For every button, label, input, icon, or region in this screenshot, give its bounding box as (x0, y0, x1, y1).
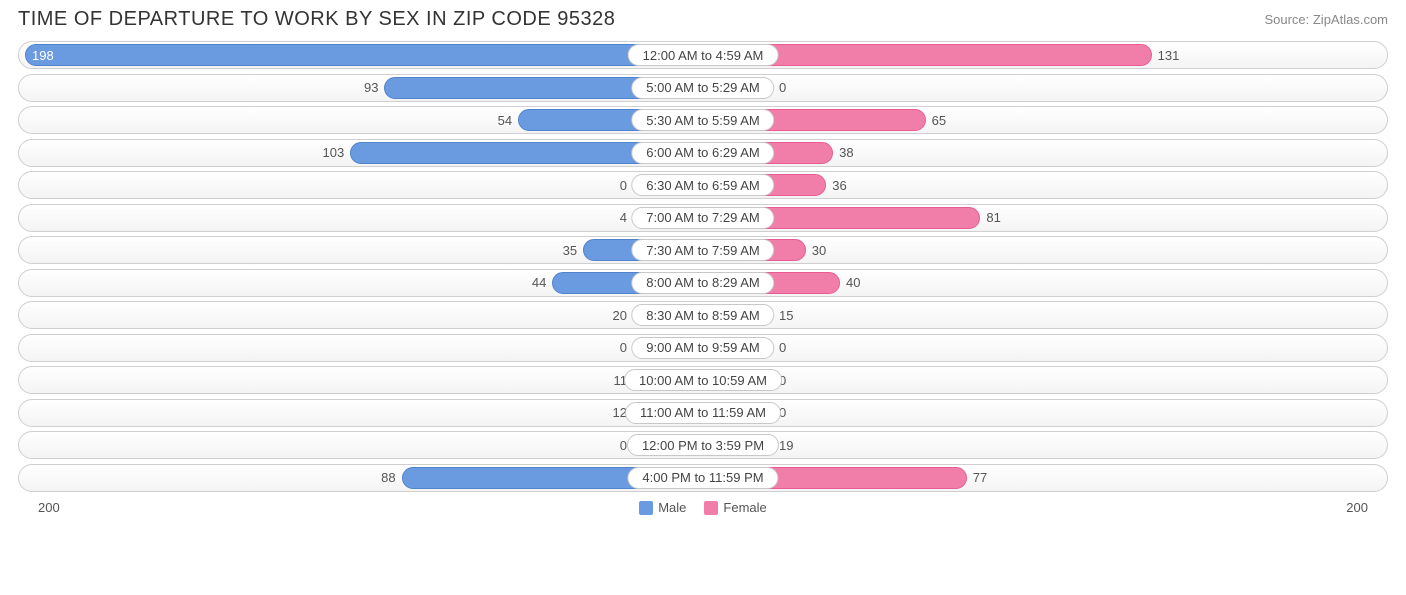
row-left-half: 20 (12, 301, 703, 329)
row-left-half: 88 (12, 464, 703, 492)
value-label-male: 198 (22, 41, 64, 69)
row-right-half: 81 (703, 204, 1394, 232)
row-right-half: 0 (703, 399, 1394, 427)
category-label: 5:00 AM to 5:29 AM (631, 77, 774, 99)
legend-item-male: Male (639, 500, 686, 515)
row-left-half: 35 (12, 236, 703, 264)
category-label: 12:00 PM to 3:59 PM (627, 434, 779, 456)
chart-row: 88 77 4:00 PM to 11:59 PM (12, 464, 1394, 492)
row-right-half: 65 (703, 106, 1394, 134)
value-label-male: 0 (583, 431, 633, 459)
value-label-female: 65 (926, 106, 976, 134)
value-label-female: 81 (980, 204, 1030, 232)
row-left-half: 93 (12, 74, 703, 102)
category-label: 8:30 AM to 8:59 AM (631, 304, 774, 326)
category-label: 8:00 AM to 8:29 AM (631, 272, 774, 294)
chart-row: 35 30 7:30 AM to 7:59 AM (12, 236, 1394, 264)
row-right-half: 77 (703, 464, 1394, 492)
chart-row: 4 81 7:00 AM to 7:29 AM (12, 204, 1394, 232)
category-label: 9:00 AM to 9:59 AM (631, 337, 774, 359)
value-label-male: 20 (583, 301, 633, 329)
value-label-female: 38 (833, 139, 883, 167)
row-left-half: 54 (12, 106, 703, 134)
chart-row: 103 38 6:00 AM to 6:29 AM (12, 139, 1394, 167)
row-left-half: 103 (12, 139, 703, 167)
value-label-female: 30 (806, 236, 856, 264)
row-right-half: 131 (703, 41, 1394, 69)
row-right-half: 19 (703, 431, 1394, 459)
category-label: 7:30 AM to 7:59 AM (631, 239, 774, 261)
legend-swatch-female (704, 501, 718, 515)
chart-footer: 200 Male Female 200 (12, 496, 1394, 515)
row-left-half: 11 (12, 366, 703, 394)
row-left-half: 4 (12, 204, 703, 232)
chart-row: 54 65 5:30 AM to 5:59 AM (12, 106, 1394, 134)
row-right-half: 36 (703, 171, 1394, 199)
value-label-male: 0 (583, 334, 633, 362)
value-label-male: 0 (583, 171, 633, 199)
value-label-male: 4 (583, 204, 633, 232)
value-label-female: 15 (773, 301, 823, 329)
category-label: 7:00 AM to 7:29 AM (631, 207, 774, 229)
row-right-half: 0 (703, 74, 1394, 102)
value-label-male: 44 (502, 269, 552, 297)
chart-row: 0 36 6:30 AM to 6:59 AM (12, 171, 1394, 199)
row-right-half: 15 (703, 301, 1394, 329)
chart-legend: Male Female (60, 500, 1347, 515)
chart-row: 93 05:00 AM to 5:29 AM (12, 74, 1394, 102)
value-label-male: 88 (352, 464, 402, 492)
chart-row: 20 158:30 AM to 8:59 AM (12, 301, 1394, 329)
value-label-female: 36 (826, 171, 876, 199)
bar-male (25, 44, 703, 66)
chart-row: 0 1912:00 PM to 3:59 PM (12, 431, 1394, 459)
category-label: 10:00 AM to 10:59 AM (624, 369, 782, 391)
row-left-half: 12 (12, 399, 703, 427)
value-label-male: 54 (468, 106, 518, 134)
value-label-female: 131 (1152, 41, 1202, 69)
chart-row: 12011:00 AM to 11:59 AM (12, 399, 1394, 427)
row-left-half: 44 (12, 269, 703, 297)
value-label-female: 0 (773, 334, 823, 362)
chart-row: 11010:00 AM to 10:59 AM (12, 366, 1394, 394)
value-label-female: 19 (773, 431, 823, 459)
value-label-female: 40 (840, 269, 890, 297)
axis-max-right: 200 (1346, 500, 1388, 515)
value-label-male: 35 (533, 236, 583, 264)
category-label: 6:00 AM to 6:29 AM (631, 142, 774, 164)
axis-max-left: 200 (18, 500, 60, 515)
row-right-half: 0 (703, 366, 1394, 394)
chart-plot-area: 19813112:00 AM to 4:59 AM9305:00 AM to 5… (12, 41, 1394, 492)
chart-container: TIME OF DEPARTURE TO WORK BY SEX IN ZIP … (0, 0, 1406, 523)
category-label: 5:30 AM to 5:59 AM (631, 109, 774, 131)
legend-item-female: Female (704, 500, 766, 515)
chart-row: 0 09:00 AM to 9:59 AM (12, 334, 1394, 362)
legend-swatch-male (639, 501, 653, 515)
chart-row: 44 40 8:00 AM to 8:29 AM (12, 269, 1394, 297)
legend-label-male: Male (658, 500, 686, 515)
value-label-male: 93 (334, 74, 384, 102)
category-label: 11:00 AM to 11:59 AM (625, 402, 781, 424)
category-label: 12:00 AM to 4:59 AM (628, 44, 779, 66)
chart-header: TIME OF DEPARTURE TO WORK BY SEX IN ZIP … (12, 8, 1394, 31)
value-label-male: 103 (300, 139, 350, 167)
value-label-female: 0 (773, 74, 823, 102)
chart-title: TIME OF DEPARTURE TO WORK BY SEX IN ZIP … (18, 8, 615, 31)
row-right-half: 30 (703, 236, 1394, 264)
category-label: 6:30 AM to 6:59 AM (631, 174, 774, 196)
legend-label-female: Female (723, 500, 766, 515)
row-right-half: 40 (703, 269, 1394, 297)
row-left-half: 0 (12, 334, 703, 362)
value-label-female: 77 (967, 464, 1017, 492)
chart-row: 198 131 12:00 AM to 4:59 AM (12, 41, 1394, 69)
row-right-half: 0 (703, 334, 1394, 362)
row-right-half: 38 (703, 139, 1394, 167)
chart-source: Source: ZipAtlas.com (1264, 12, 1388, 27)
category-label: 4:00 PM to 11:59 PM (627, 467, 778, 489)
row-left-half: 0 (12, 431, 703, 459)
row-left-half: 0 (12, 171, 703, 199)
row-left-half: 198 (12, 41, 703, 69)
